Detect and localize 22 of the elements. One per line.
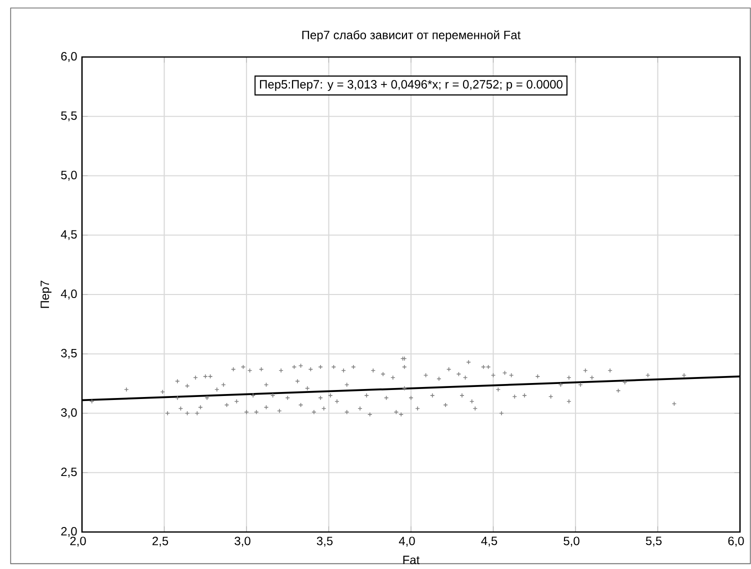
y-tick-label: 6,0 [61,52,77,62]
x-tick-label: 3,0 [234,536,250,547]
x-tick-label: 5,5 [646,536,662,546]
y-tick-label: 3,5 [61,348,77,359]
x-axis-title: Fat [403,556,420,564]
x-tick-label: 3,5 [316,536,333,547]
x-tick-label: 4,0 [398,536,415,547]
y-tick-label: 4,5 [60,230,77,240]
x-tick-label: 4,5 [481,536,498,546]
y-tick-label: 2,5 [61,468,77,478]
y-tick-label: 3,0 [61,408,77,418]
y-tick-label: 5,5 [61,111,77,122]
x-tick-label: 5,0 [564,536,580,547]
annotation: Пер5:Пер7: y = 3,013 + 0,0496*x; r = 0,2752; p = 0.0000 [260,80,562,91]
x-tick-label: 2,0 [70,536,86,547]
y-axis-title: Пер7 [40,280,52,308]
x-tick-label: 6,0 [728,536,744,547]
chart-title: Пер7 слабо зависит от переменной Fat [302,30,521,42]
x-tick-label: 2,5 [152,536,168,547]
y-tick-label: 2,0 [61,527,77,537]
y-tick-label: 5,0 [61,170,77,181]
y-tick-label: 4,0 [60,290,77,300]
